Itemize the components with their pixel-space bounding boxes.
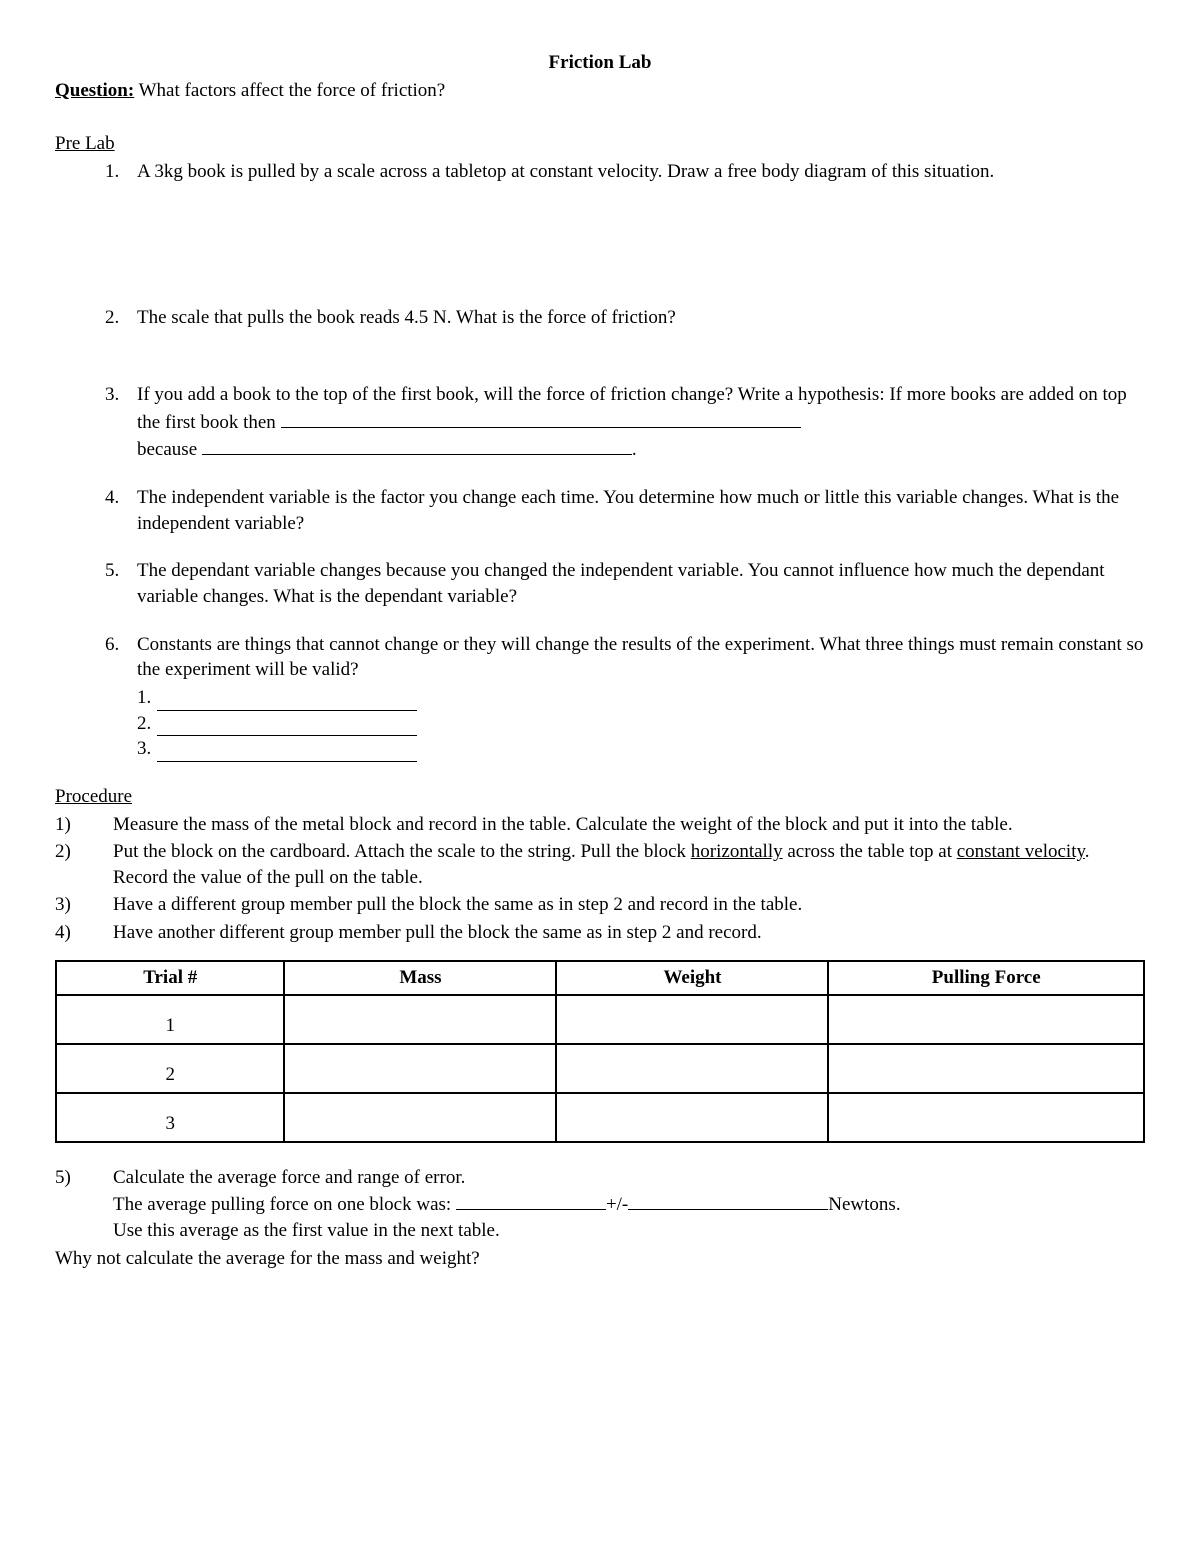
cell-mass[interactable]	[284, 1044, 556, 1093]
th-force: Pulling Force	[828, 961, 1144, 995]
step-body: Have another different group member pull…	[113, 920, 1145, 946]
item-number: 6.	[105, 632, 137, 762]
s5-pre: The average pulling force on one block w…	[113, 1194, 451, 1215]
blank-line[interactable]	[202, 435, 632, 455]
item-number: 4.	[105, 485, 137, 536]
blank-line[interactable]	[281, 408, 801, 428]
procedure-step-1: 1) Measure the mass of the metal block a…	[55, 812, 1145, 838]
procedure-step-3: 3) Have a different group member pull th…	[55, 892, 1145, 918]
prelab-item-6: 6. Constants are things that cannot chan…	[105, 632, 1145, 762]
cell-trial: 3	[56, 1093, 284, 1142]
s5-line3: Use this average as the first value in t…	[113, 1218, 1145, 1244]
table-row: 3	[56, 1093, 1144, 1142]
question-text: What factors affect the force of frictio…	[134, 80, 445, 101]
blank-line[interactable]	[157, 716, 417, 736]
s5-unit: Newtons.	[828, 1194, 900, 1215]
blank-avg[interactable]	[456, 1190, 606, 1210]
step-body: Measure the mass of the metal block and …	[113, 812, 1145, 838]
q3-period: .	[632, 439, 637, 460]
procedure-list: 1) Measure the mass of the metal block a…	[55, 812, 1145, 946]
prelab-heading: Pre Lab	[55, 131, 1145, 157]
cell-weight[interactable]	[556, 1044, 828, 1093]
cell-trial: 1	[56, 995, 284, 1044]
question-label: Question:	[55, 80, 134, 101]
step-number: 5)	[55, 1165, 113, 1244]
prelab-item-5: 5. The dependant variable changes becaus…	[105, 558, 1145, 609]
q6-blank-row: 3.	[137, 736, 1145, 762]
cell-weight[interactable]	[556, 995, 828, 1044]
cell-force[interactable]	[828, 1093, 1144, 1142]
procedure-step-2: 2) Put the block on the cardboard. Attac…	[55, 839, 1145, 890]
question-line: Question: What factors affect the force …	[55, 78, 1145, 104]
cell-weight[interactable]	[556, 1093, 828, 1142]
item-body: A 3kg book is pulled by a scale across a…	[137, 159, 1145, 185]
s5-line2: The average pulling force on one block w…	[113, 1190, 1145, 1218]
procedure-step-5: 5) Calculate the average force and range…	[55, 1165, 1145, 1244]
data-table: Trial # Mass Weight Pulling Force 1 2 3	[55, 960, 1145, 1143]
prelab-item-3: 3. If you add a book to the top of the f…	[105, 382, 1145, 463]
whynot-question: Why not calculate the average for the ma…	[55, 1246, 1145, 1272]
s2-pre: Put the block on the cardboard. Attach t…	[113, 841, 691, 862]
item-body: The dependant variable changes because y…	[137, 558, 1145, 609]
item-body: The independent variable is the factor y…	[137, 485, 1145, 536]
blank-range[interactable]	[628, 1190, 828, 1210]
th-trial: Trial #	[56, 961, 284, 995]
prelab-item-1: 1. A 3kg book is pulled by a scale acros…	[105, 159, 1145, 185]
cell-mass[interactable]	[284, 995, 556, 1044]
s5-line1: Calculate the average force and range of…	[113, 1165, 1145, 1191]
table-header-row: Trial # Mass Weight Pulling Force	[56, 961, 1144, 995]
item-number: 3.	[105, 382, 137, 463]
prelab-list: 1. A 3kg book is pulled by a scale acros…	[55, 159, 1145, 762]
sub-number: 3.	[137, 736, 157, 762]
q6-blank-row: 2.	[137, 711, 1145, 737]
s5-pm: +/-	[606, 1194, 628, 1215]
q6-text: Constants are things that cannot change …	[137, 634, 1143, 681]
step-body: Put the block on the cardboard. Attach t…	[113, 839, 1145, 890]
procedure-heading: Procedure	[55, 784, 1145, 810]
prelab-item-4: 4. The independent variable is the facto…	[105, 485, 1145, 536]
item-body: The scale that pulls the book reads 4.5 …	[137, 305, 1145, 331]
step-number: 3)	[55, 892, 113, 918]
item-body: Constants are things that cannot change …	[137, 632, 1145, 762]
item-number: 2.	[105, 305, 137, 331]
cell-trial: 2	[56, 1044, 284, 1093]
step-number: 4)	[55, 920, 113, 946]
procedure-step-4: 4) Have another different group member p…	[55, 920, 1145, 946]
item-number: 1.	[105, 159, 137, 185]
cell-force[interactable]	[828, 1044, 1144, 1093]
sub-number: 2.	[137, 711, 157, 737]
cell-mass[interactable]	[284, 1093, 556, 1142]
prelab-item-2: 2. The scale that pulls the book reads 4…	[105, 305, 1145, 331]
q3-line2: because	[137, 439, 202, 460]
q6-blank-list: 1. 2. 3.	[137, 685, 1145, 762]
cell-force[interactable]	[828, 995, 1144, 1044]
blank-line[interactable]	[157, 691, 417, 711]
table-row: 2	[56, 1044, 1144, 1093]
th-weight: Weight	[556, 961, 828, 995]
step-number: 1)	[55, 812, 113, 838]
page-title: Friction Lab	[55, 50, 1145, 76]
th-mass: Mass	[284, 961, 556, 995]
s2-mid: across the table top at	[783, 841, 957, 862]
sub-number: 1.	[137, 685, 157, 711]
blank-line[interactable]	[157, 742, 417, 762]
item-number: 5.	[105, 558, 137, 609]
step-body: Have a different group member pull the b…	[113, 892, 1145, 918]
s2-u1: horizontally	[691, 841, 783, 862]
q6-blank-row: 1.	[137, 685, 1145, 711]
item-body: If you add a book to the top of the firs…	[137, 382, 1145, 463]
table-row: 1	[56, 995, 1144, 1044]
s2-u2: constant velocity	[957, 841, 1085, 862]
step-body: Calculate the average force and range of…	[113, 1165, 1145, 1244]
step-number: 2)	[55, 839, 113, 890]
